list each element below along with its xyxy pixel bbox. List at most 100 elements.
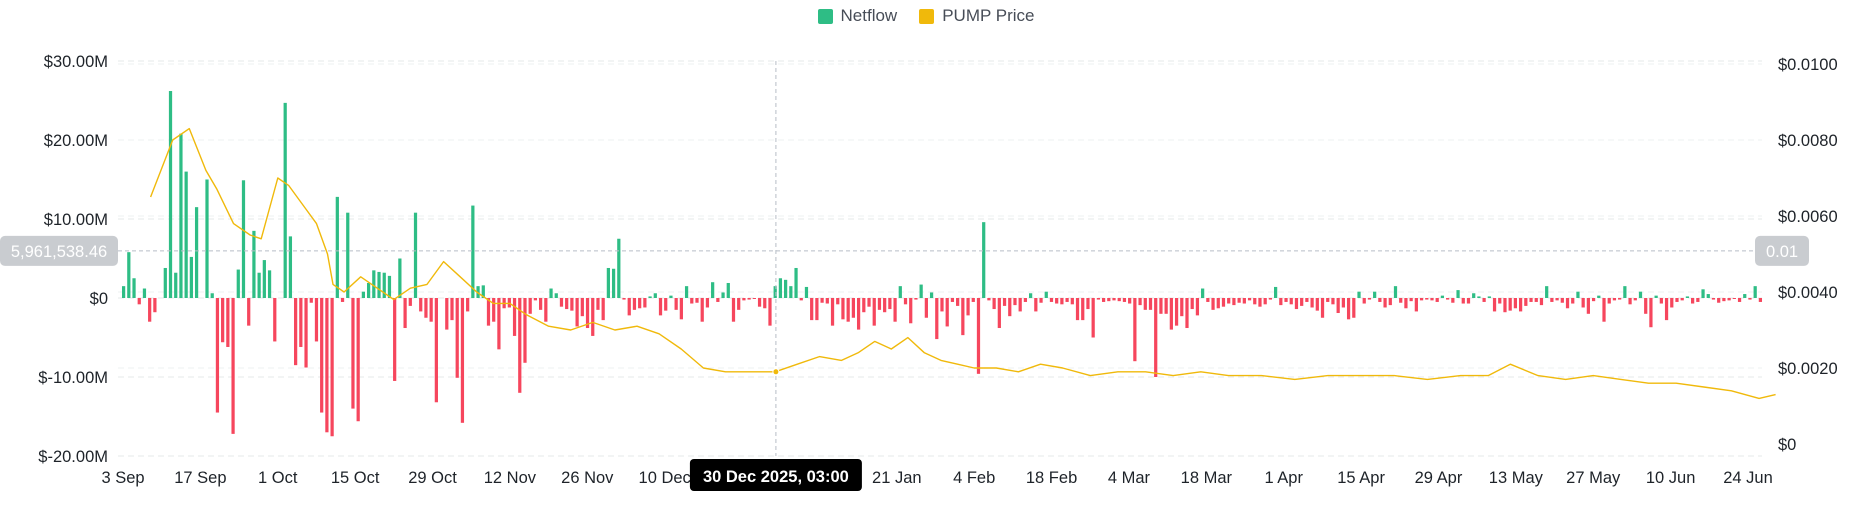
- netflow-bar: [549, 288, 553, 298]
- netflow-bar: [585, 298, 590, 329]
- x-tick-label: 26 Nov: [561, 469, 614, 487]
- netflow-bar: [987, 298, 991, 301]
- x-tick-label: 10 Jun: [1646, 469, 1696, 487]
- netflow-bar: [1748, 298, 1752, 300]
- netflow-bar: [1461, 298, 1465, 304]
- netflow-bar: [836, 298, 840, 305]
- netflow-bar: [1159, 298, 1163, 314]
- netflow-bar: [460, 298, 465, 423]
- netflow-bar: [1227, 298, 1231, 304]
- netflow-bar: [194, 207, 199, 298]
- x-tick-label: 15 Apr: [1337, 469, 1385, 487]
- netflow-bar: [356, 298, 360, 422]
- netflow-bar: [820, 298, 824, 303]
- netflow-bar: [330, 298, 334, 437]
- netflow-bar: [346, 212, 350, 298]
- netflow-bar: [596, 298, 600, 310]
- netflow-bar: [1253, 298, 1257, 305]
- netflow-bar: [1581, 298, 1585, 308]
- y-left-tick-label: $30.00M: [44, 53, 108, 71]
- price-swatch-icon: [919, 8, 935, 24]
- netflow-bar: [335, 196, 339, 298]
- netflow-bar: [1331, 298, 1335, 305]
- netflow-bar: [737, 298, 741, 310]
- netflow-bar: [168, 91, 173, 299]
- netflow-bar: [1279, 298, 1283, 306]
- netflow-bar: [794, 267, 798, 298]
- netflow-bar: [716, 298, 720, 302]
- netflow-bar: [1023, 298, 1028, 302]
- netflow-bar: [815, 298, 819, 321]
- netflow-bar: [982, 222, 986, 298]
- netflow-bar: [403, 298, 407, 329]
- netflow-bar: [153, 298, 157, 313]
- netflow-bar: [325, 298, 329, 433]
- x-tick-label: 27 May: [1566, 469, 1621, 487]
- netflow-bar: [862, 298, 866, 313]
- netflow-bar: [267, 270, 272, 298]
- netflow-bar: [1539, 298, 1544, 306]
- netflow-bar: [1117, 298, 1121, 302]
- netflow-bar: [1597, 295, 1601, 298]
- netflow-bar: [950, 298, 955, 302]
- x-tick-label: 18 Feb: [1026, 469, 1077, 487]
- netflow-bar: [429, 298, 433, 322]
- netflow-bar: [1247, 298, 1252, 301]
- netflow-bar: [1477, 296, 1481, 298]
- netflow-bar: [1029, 293, 1033, 298]
- netflow-bar: [1169, 298, 1173, 330]
- netflow-bar: [1524, 298, 1528, 306]
- netflow-bar: [434, 298, 438, 403]
- netflow-bar: [1346, 298, 1351, 320]
- netflow-bar: [611, 268, 616, 298]
- netflow-bar: [512, 298, 517, 336]
- netflow-bar: [1503, 298, 1507, 313]
- x-tick-label: 4 Feb: [953, 469, 995, 487]
- netflow-bar: [966, 298, 970, 316]
- netflow-bar: [961, 298, 965, 336]
- netflow-bar: [1440, 295, 1445, 298]
- netflow-bar: [997, 298, 1001, 329]
- netflow-bar: [1002, 298, 1007, 306]
- netflow-bar: [1086, 298, 1090, 310]
- netflow-bar: [1180, 298, 1184, 317]
- netflow-bar: [1112, 298, 1116, 301]
- x-tick-label: 21 Jan: [872, 469, 922, 487]
- netflow-bar: [294, 298, 298, 366]
- netflow-bar: [856, 298, 861, 330]
- netflow-bar: [1320, 298, 1325, 318]
- netflow-bar: [1075, 298, 1080, 321]
- netflow-bar: [763, 298, 767, 309]
- netflow-bar: [1513, 298, 1518, 309]
- netflow-bar: [898, 286, 902, 298]
- netflow-bar: [132, 278, 136, 298]
- netflow-bar: [1148, 298, 1153, 310]
- netflow-bar: [1685, 296, 1690, 298]
- netflow-bar: [924, 298, 928, 318]
- netflow-bar: [1508, 298, 1512, 311]
- netflow-bar: [1383, 298, 1387, 308]
- netflow-bar: [638, 298, 642, 309]
- netflow-bar: [1706, 294, 1710, 298]
- netflow-bar: [1018, 298, 1022, 312]
- legend-pump-price[interactable]: PUMP Price: [919, 6, 1034, 26]
- legend-netflow[interactable]: Netflow: [817, 6, 897, 26]
- netflow-bar: [601, 298, 605, 321]
- netflow-bar: [471, 205, 475, 298]
- netflow-bar: [486, 298, 491, 326]
- netflow-bar: [148, 298, 152, 322]
- netflow-bar: [622, 298, 626, 300]
- netflow-bar: [1696, 298, 1700, 302]
- y-right-tick-label: $0: [1778, 436, 1796, 454]
- netflow-bar: [1294, 298, 1299, 310]
- netflow-bar: [684, 286, 689, 298]
- netflow-bar: [1096, 298, 1100, 300]
- netflow-bar: [1242, 298, 1246, 304]
- netflow-bar: [1305, 298, 1309, 302]
- netflow-bar: [1404, 298, 1408, 309]
- netflow-bar: [1128, 298, 1132, 304]
- netflow-bar: [841, 298, 845, 320]
- netflow-bar: [1065, 298, 1069, 302]
- netflow-bar: [1008, 298, 1012, 317]
